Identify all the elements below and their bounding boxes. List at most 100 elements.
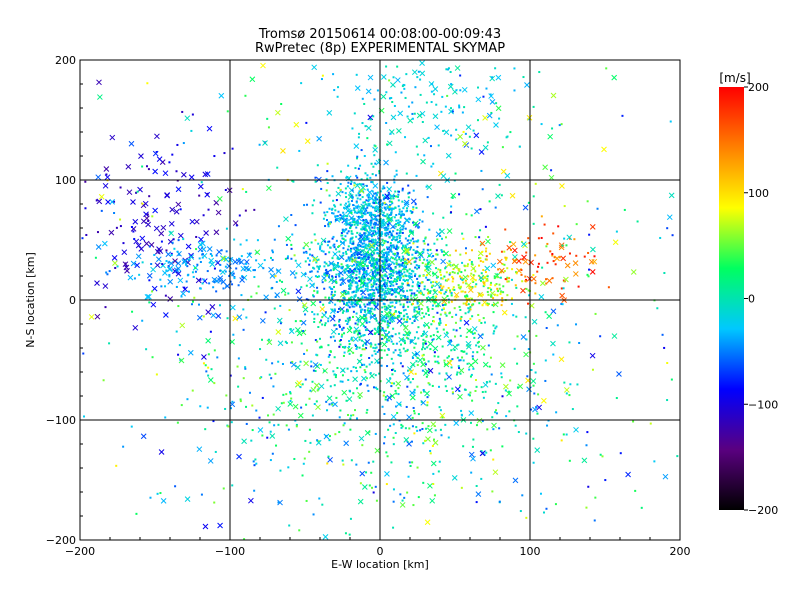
- scatter-dot: [461, 261, 464, 264]
- scatter-dot: [338, 250, 341, 253]
- scatter-dot: [377, 331, 380, 334]
- scatter-dot: [331, 257, 334, 260]
- scatter-dot: [393, 258, 396, 261]
- scatter-dot: [348, 223, 351, 226]
- scatter-dot: [368, 484, 371, 487]
- scatter-dot: [377, 291, 380, 294]
- scatter-dot: [339, 203, 342, 206]
- scatter-dot: [505, 256, 508, 259]
- scatter-dot: [459, 74, 462, 77]
- scatter-dot: [389, 132, 392, 135]
- scatter-dot: [244, 366, 247, 369]
- scatter-dot: [577, 285, 580, 288]
- scatter-dot: [310, 270, 313, 273]
- scatter-dot: [509, 241, 512, 244]
- scatter-dot: [347, 378, 350, 381]
- scatter-dot: [371, 294, 374, 297]
- scatter-dot: [381, 244, 384, 247]
- scatter-cross: [406, 441, 412, 447]
- scatter-dot: [352, 270, 355, 273]
- colorbar-unit-label: [m/s]: [719, 71, 750, 85]
- scatter-dot: [343, 332, 346, 335]
- scatter-dot: [277, 423, 280, 426]
- scatter-dot: [354, 221, 357, 224]
- scatter-dot: [345, 196, 348, 199]
- scatter-dot: [119, 186, 122, 189]
- scatter-dot: [429, 290, 432, 293]
- scatter-dot: [350, 338, 353, 341]
- scatter-dot: [406, 348, 409, 351]
- scatter-cross: [453, 291, 460, 298]
- scatter-cross: [479, 450, 486, 457]
- scatter-dot: [341, 299, 344, 302]
- scatter-dot: [464, 302, 467, 305]
- scatter-dot: [433, 93, 436, 96]
- scatter-dot: [400, 258, 403, 261]
- scatter-dot: [338, 325, 341, 328]
- scatter-dot: [494, 411, 497, 414]
- scatter-cross: [381, 267, 388, 274]
- scatter-dot: [619, 452, 622, 455]
- scatter-dot: [382, 302, 385, 305]
- scatter-cross: [104, 174, 111, 181]
- scatter-dot: [393, 382, 396, 385]
- scatter-dot: [413, 308, 416, 311]
- scatter-dot: [583, 255, 586, 258]
- scatter-cross: [560, 255, 567, 262]
- scatter-cross: [180, 290, 186, 297]
- scatter-cross: [319, 306, 326, 312]
- scatter-dot: [601, 455, 604, 458]
- scatter-dot: [164, 285, 167, 288]
- scatter-cross: [452, 344, 458, 350]
- scatter-dot: [280, 103, 283, 106]
- scatter-dot: [537, 237, 540, 240]
- scatter-dot: [551, 277, 554, 280]
- scatter-dot: [439, 313, 442, 316]
- scatter-dot: [451, 264, 454, 267]
- scatter-dot: [333, 324, 336, 327]
- scatter-cross: [130, 260, 137, 267]
- scatter-dot: [365, 411, 368, 414]
- scatter-dot: [362, 262, 365, 265]
- scatter-dot: [371, 312, 374, 315]
- scatter-dot: [374, 386, 377, 389]
- scatter-dot: [350, 336, 353, 339]
- scatter-dot: [271, 249, 274, 252]
- scatter-dot: [516, 362, 519, 365]
- scatter-dot: [432, 472, 435, 475]
- scatter-dot: [425, 265, 428, 268]
- scatter-dot: [402, 207, 405, 210]
- scatter-cross: [432, 289, 439, 296]
- scatter-dot: [392, 351, 395, 354]
- scatter-dot: [329, 269, 332, 272]
- scatter-dot: [355, 194, 358, 197]
- scatter-cross: [413, 315, 419, 322]
- scatter-dot: [479, 257, 482, 260]
- scatter-dot: [371, 190, 374, 193]
- scatter-cross: [168, 230, 175, 237]
- scatter-dot: [386, 455, 389, 458]
- scatter-dot: [115, 226, 118, 229]
- scatter-dot: [563, 237, 566, 240]
- scatter-dot: [344, 239, 347, 242]
- scatter-dot: [459, 334, 462, 337]
- scatter-cross: [303, 360, 309, 367]
- scatter-dot: [373, 229, 376, 232]
- scatter-cross: [419, 110, 426, 117]
- scatter-cross: [197, 241, 204, 248]
- scatter-dot: [384, 329, 387, 332]
- scatter-dot: [326, 379, 329, 382]
- scatter-dot: [264, 311, 267, 314]
- scatter-dot: [314, 275, 317, 278]
- scatter-cross: [332, 401, 338, 408]
- scatter-dot: [347, 230, 350, 233]
- scatter-dot: [450, 292, 453, 295]
- scatter-dot: [362, 272, 365, 275]
- scatter-dot: [281, 362, 284, 365]
- scatter-cross: [135, 242, 142, 249]
- scatter-dot: [456, 371, 459, 374]
- scatter-dot: [394, 349, 397, 352]
- scatter-dot: [503, 250, 506, 253]
- scatter-dot: [516, 386, 519, 389]
- scatter-dot: [328, 275, 331, 278]
